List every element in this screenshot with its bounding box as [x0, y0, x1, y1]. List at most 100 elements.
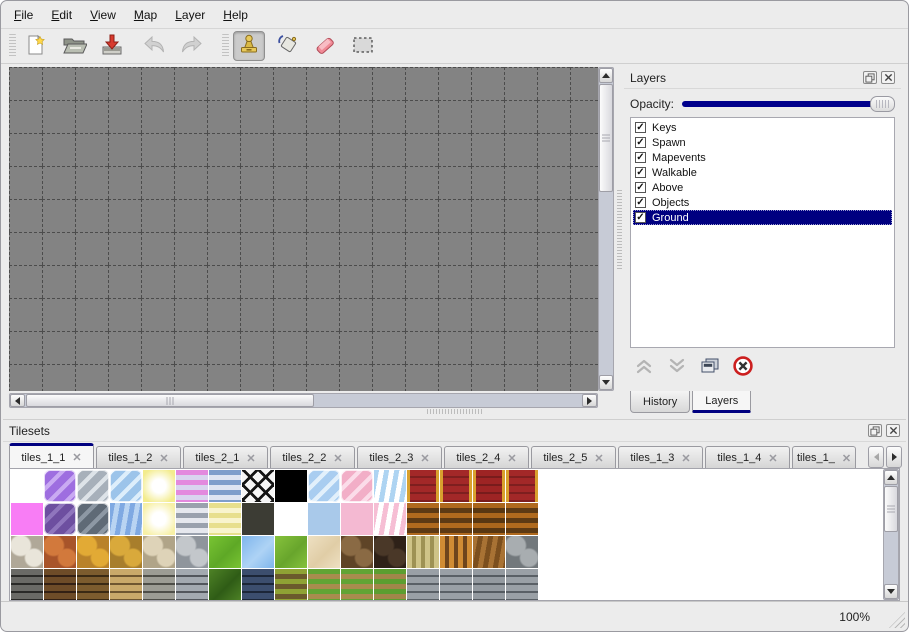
- panel-splitter[interactable]: [616, 67, 623, 393]
- tileset-tab[interactable]: tiles_2_1 ✕: [183, 446, 268, 469]
- tileset-tile[interactable]: [176, 503, 208, 535]
- tileset-tile[interactable]: [77, 470, 109, 502]
- layer-row[interactable]: ✓ Ground: [633, 210, 892, 225]
- layer-row[interactable]: ✓ Spawn: [633, 135, 892, 150]
- new-button[interactable]: [20, 31, 52, 61]
- close-tab-icon[interactable]: ✕: [841, 452, 852, 465]
- tileset-tile[interactable]: [242, 503, 274, 535]
- scroll-left-button[interactable]: [10, 394, 25, 407]
- tileset-tile[interactable]: [275, 569, 307, 600]
- close-tab-icon[interactable]: ✕: [246, 452, 256, 465]
- layer-visibility-checkbox[interactable]: ✓: [635, 121, 646, 133]
- tileset-tile[interactable]: [110, 503, 142, 535]
- tileset-tile[interactable]: [374, 569, 406, 600]
- tileset-tile[interactable]: [308, 569, 340, 600]
- canvas-vscroll-thumb[interactable]: [599, 84, 613, 192]
- tileset-tile[interactable]: [473, 569, 505, 600]
- tileset-tile[interactable]: [44, 470, 76, 502]
- eraser-tool-button[interactable]: [309, 31, 341, 61]
- close-tab-icon[interactable]: ✕: [594, 452, 604, 465]
- tileset-tile[interactable]: [143, 470, 175, 502]
- close-tab-icon[interactable]: ✕: [420, 452, 430, 465]
- tileset-tab[interactable]: tiles_2_5 ✕: [531, 446, 616, 469]
- map-canvas[interactable]: [9, 67, 598, 391]
- tileset-tab[interactable]: tiles_1_ ✕: [792, 446, 856, 469]
- tileset-tile[interactable]: [77, 503, 109, 535]
- menu-file[interactable]: File: [14, 7, 34, 22]
- tileset-tile[interactable]: [275, 536, 307, 568]
- tileset-tile[interactable]: [374, 503, 406, 535]
- close-tab-icon[interactable]: ✕: [72, 452, 82, 464]
- tileset-tab[interactable]: tiles_1_3 ✕: [618, 446, 703, 469]
- tileset-tile[interactable]: [473, 503, 505, 535]
- tileset-tile[interactable]: [209, 470, 241, 502]
- layer-row[interactable]: ✓ Objects: [633, 195, 892, 210]
- tileset-tile[interactable]: [341, 569, 373, 600]
- float-panel-button[interactable]: [863, 71, 877, 84]
- menu-layer[interactable]: Layer: [175, 7, 206, 22]
- tileset-tile[interactable]: [176, 536, 208, 568]
- close-tab-icon[interactable]: ✕: [159, 452, 169, 465]
- tileset-tab[interactable]: tiles_1_1 ✕: [9, 443, 94, 469]
- tileset-tile[interactable]: [44, 569, 76, 600]
- duplicate-layer-button[interactable]: [698, 355, 722, 379]
- canvas-hscroll-thumb[interactable]: [26, 394, 314, 407]
- tileset-tile[interactable]: [506, 569, 538, 600]
- tileset-tile[interactable]: [407, 569, 439, 600]
- tileset-tile[interactable]: [77, 536, 109, 568]
- tileset-tile[interactable]: [407, 470, 439, 502]
- save-button[interactable]: [96, 31, 128, 61]
- tabs-scroll-left-button[interactable]: [868, 446, 884, 468]
- tileset-tile[interactable]: [110, 470, 142, 502]
- tileset-tile[interactable]: [341, 503, 373, 535]
- stamp-tool-button[interactable]: [233, 31, 265, 61]
- layer-row[interactable]: ✓ Keys: [633, 120, 892, 135]
- tileset-tile[interactable]: [209, 503, 241, 535]
- opacity-slider-track[interactable]: [682, 101, 891, 107]
- tileset-tile[interactable]: [209, 536, 241, 568]
- tileset-tile[interactable]: [440, 470, 472, 502]
- tileset-tab[interactable]: tiles_2_4 ✕: [444, 446, 529, 469]
- tileset-tile[interactable]: [110, 569, 142, 600]
- tileset-tile[interactable]: [242, 536, 274, 568]
- tileset-tile[interactable]: [506, 470, 538, 502]
- tileset-tile[interactable]: [407, 536, 439, 568]
- tileset-tile[interactable]: [11, 503, 43, 535]
- tileset-tile[interactable]: [209, 569, 241, 600]
- scroll-up-button[interactable]: [599, 68, 613, 83]
- close-panel-button[interactable]: [881, 71, 895, 84]
- tileset-tile[interactable]: [11, 536, 43, 568]
- layer-row[interactable]: ✓ Above: [633, 180, 892, 195]
- close-panel-button[interactable]: [886, 424, 900, 437]
- scroll-down-button[interactable]: [884, 584, 898, 599]
- tileset-vscroll-thumb[interactable]: [884, 486, 898, 532]
- close-tab-icon[interactable]: ✕: [507, 452, 517, 465]
- tileset-tile[interactable]: [473, 536, 505, 568]
- opacity-slider-handle[interactable]: [870, 96, 895, 112]
- tileset-tile[interactable]: [143, 536, 175, 568]
- tileset-tile[interactable]: [374, 536, 406, 568]
- tileset-tile[interactable]: [506, 536, 538, 568]
- tileset-tile[interactable]: [440, 569, 472, 600]
- float-panel-button[interactable]: [868, 424, 882, 437]
- fill-tool-button[interactable]: [271, 31, 303, 61]
- tileset-tab[interactable]: tiles_2_2 ✕: [270, 446, 355, 469]
- layer-visibility-checkbox[interactable]: ✓: [635, 211, 646, 223]
- delete-layer-button[interactable]: [731, 355, 755, 379]
- scroll-up-button[interactable]: [884, 470, 898, 485]
- tileset-tile[interactable]: [11, 470, 43, 502]
- menu-edit[interactable]: Edit: [51, 7, 73, 22]
- tileset-view[interactable]: [9, 468, 900, 601]
- tileset-tile[interactable]: [440, 503, 472, 535]
- tileset-tile[interactable]: [143, 569, 175, 600]
- tileset-tile[interactable]: [44, 536, 76, 568]
- tileset-tile[interactable]: [440, 536, 472, 568]
- tileset-tile[interactable]: [44, 503, 76, 535]
- tileset-tile[interactable]: [275, 503, 307, 535]
- undo-button[interactable]: [138, 31, 170, 61]
- tileset-tab[interactable]: tiles_2_3 ✕: [357, 446, 442, 469]
- dock-tab-layers[interactable]: Layers: [692, 391, 752, 413]
- tileset-tile[interactable]: [11, 569, 43, 600]
- tileset-tile[interactable]: [110, 536, 142, 568]
- tileset-tile[interactable]: [341, 470, 373, 502]
